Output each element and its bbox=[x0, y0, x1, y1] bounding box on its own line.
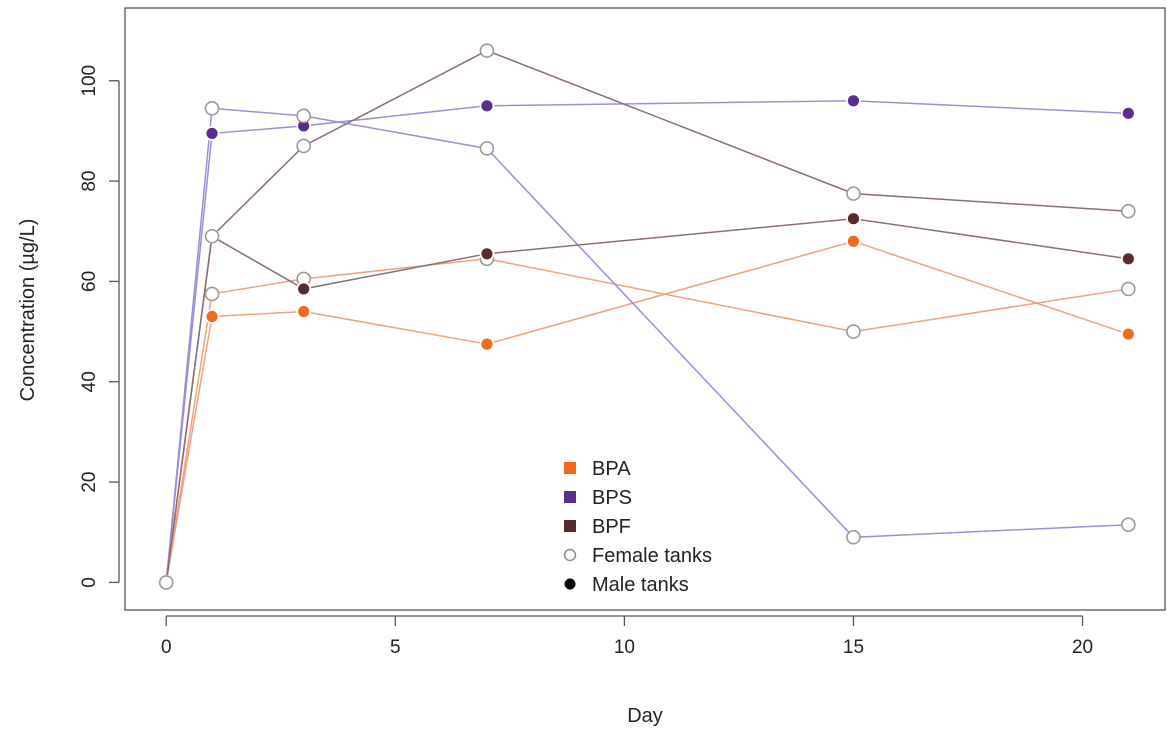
y-tick-label: 20 bbox=[79, 472, 100, 493]
y-axis: 0 20 40 60 80 100 bbox=[79, 65, 120, 588]
y-tick-label: 100 bbox=[79, 65, 100, 97]
data-point-bpf-female bbox=[158, 575, 174, 590]
data-point-bpa-female bbox=[1121, 281, 1136, 297]
legend-label: BPS bbox=[592, 487, 632, 509]
legend-swatch bbox=[564, 520, 576, 532]
x-tick-label: 10 bbox=[614, 637, 635, 658]
series-line-bpf-female bbox=[165, 49, 1129, 583]
data-point-bpa-female bbox=[204, 286, 220, 302]
data-point-bpa-female bbox=[846, 324, 861, 339]
x-axis-title: Day bbox=[627, 705, 663, 727]
series-line-bps-female bbox=[165, 107, 1129, 583]
y-tick-label: 40 bbox=[79, 371, 100, 392]
data-point-bpf-female bbox=[1121, 203, 1136, 219]
data-point-bpf-female bbox=[296, 138, 311, 154]
x-tick-label: 0 bbox=[161, 637, 172, 658]
y-tick-label: 60 bbox=[79, 271, 100, 292]
legend-label: BPF bbox=[592, 516, 631, 538]
data-point-bpf-male bbox=[296, 281, 312, 297]
series-line-bpa-female bbox=[165, 258, 1129, 583]
data-point-bps-female bbox=[204, 101, 220, 116]
data-point-bps-female bbox=[479, 141, 495, 156]
series-line-bpa-male bbox=[165, 240, 1129, 583]
x-tick-label: 5 bbox=[390, 637, 401, 658]
data-point-bpa-male bbox=[204, 309, 220, 324]
series-lines bbox=[165, 49, 1129, 583]
data-point-bpf-male bbox=[479, 246, 495, 262]
x-tick-label: 20 bbox=[1072, 637, 1093, 658]
legend-swatch bbox=[564, 462, 576, 474]
data-point-bpa-male bbox=[1120, 326, 1136, 342]
data-point-bps-male bbox=[204, 126, 220, 141]
data-point-bpf-male bbox=[846, 211, 861, 227]
y-tick-label: 0 bbox=[79, 577, 100, 588]
legend: BPA BPS BPF Female tanks Male tanks bbox=[563, 458, 712, 596]
legend-label: Female tanks bbox=[592, 545, 712, 567]
data-point-bpf-male bbox=[1120, 251, 1136, 267]
x-axis: 0 5 10 15 20 bbox=[161, 615, 1093, 658]
data-point-bpa-male bbox=[846, 233, 861, 249]
y-axis-title: Concentration (µg/L) bbox=[17, 219, 39, 402]
plot-frame bbox=[124, 7, 1166, 611]
data-point-bpa-male bbox=[296, 304, 312, 319]
data-point-bpf-female bbox=[479, 43, 495, 58]
data-point-bpf-female bbox=[204, 228, 220, 244]
data-point-bps-male bbox=[1120, 105, 1136, 121]
data-point-bpa-male bbox=[479, 336, 495, 352]
legend-swatch bbox=[564, 578, 576, 590]
data-point-bps-female bbox=[296, 108, 311, 124]
legend-swatch bbox=[563, 548, 577, 562]
legend-label: Male tanks bbox=[592, 574, 689, 596]
data-point-bps-male bbox=[479, 98, 495, 114]
legend-swatch bbox=[564, 491, 576, 503]
y-tick-label: 80 bbox=[79, 171, 100, 192]
data-point-bps-female bbox=[1121, 517, 1136, 533]
series-line-bps-male bbox=[165, 100, 1129, 583]
series-points bbox=[158, 43, 1136, 590]
data-point-bpf-female bbox=[846, 186, 861, 201]
data-point-bps-female bbox=[846, 529, 861, 545]
data-point-bps-male bbox=[846, 93, 861, 109]
series-line-bpf-male bbox=[165, 217, 1129, 583]
x-tick-label: 15 bbox=[843, 637, 864, 658]
legend-label: BPA bbox=[592, 458, 631, 480]
